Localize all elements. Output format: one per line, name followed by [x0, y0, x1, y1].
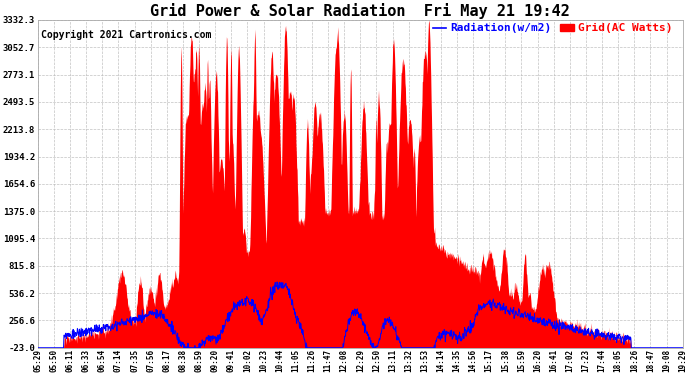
Text: Copyright 2021 Cartronics.com: Copyright 2021 Cartronics.com	[41, 30, 211, 40]
Legend: Radiation(w/m2), Grid(AC Watts): Radiation(w/m2), Grid(AC Watts)	[428, 19, 677, 38]
Title: Grid Power & Solar Radiation  Fri May 21 19:42: Grid Power & Solar Radiation Fri May 21 …	[150, 3, 570, 19]
